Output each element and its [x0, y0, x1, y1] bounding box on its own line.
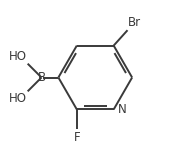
Text: N: N — [117, 103, 126, 116]
Text: F: F — [74, 131, 80, 144]
Text: HO: HO — [9, 50, 27, 63]
Text: B: B — [37, 71, 46, 84]
Text: HO: HO — [9, 92, 27, 105]
Text: Br: Br — [128, 16, 141, 29]
